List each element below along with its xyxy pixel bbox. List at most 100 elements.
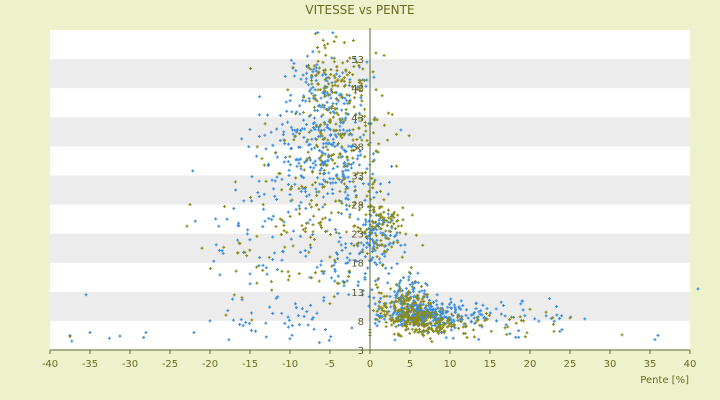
data-point bbox=[361, 67, 365, 71]
data-point bbox=[332, 74, 336, 78]
data-point bbox=[322, 86, 326, 90]
data-point bbox=[347, 293, 351, 297]
data-point bbox=[405, 307, 409, 311]
data-point bbox=[309, 198, 313, 202]
data-point bbox=[346, 162, 350, 166]
data-point bbox=[284, 100, 288, 104]
data-point bbox=[322, 185, 326, 189]
data-point bbox=[338, 152, 342, 156]
data-point bbox=[374, 149, 378, 153]
data-point bbox=[424, 329, 428, 333]
data-point bbox=[288, 163, 292, 167]
data-point bbox=[330, 106, 334, 110]
data-point bbox=[342, 79, 346, 83]
data-point bbox=[424, 304, 428, 308]
data-point bbox=[412, 286, 416, 290]
data-point bbox=[363, 277, 367, 281]
data-point bbox=[401, 218, 405, 222]
data-point bbox=[376, 285, 380, 289]
data-point bbox=[342, 102, 346, 106]
data-point bbox=[338, 128, 342, 132]
data-point bbox=[346, 175, 350, 179]
data-point bbox=[371, 220, 375, 224]
data-point bbox=[424, 309, 428, 313]
data-point bbox=[420, 308, 424, 312]
data-point bbox=[288, 155, 292, 159]
data-point bbox=[236, 238, 240, 242]
data-point bbox=[403, 243, 407, 247]
data-point bbox=[314, 79, 318, 83]
data-point bbox=[297, 145, 301, 149]
data-point bbox=[406, 309, 410, 313]
data-point bbox=[296, 314, 300, 318]
data-point bbox=[249, 67, 253, 71]
data-point bbox=[309, 303, 313, 307]
data-point bbox=[311, 316, 315, 320]
data-point bbox=[329, 68, 333, 72]
data-point bbox=[306, 150, 310, 154]
data-point bbox=[410, 285, 414, 289]
data-point bbox=[310, 91, 314, 95]
data-point bbox=[221, 251, 225, 255]
data-point bbox=[286, 315, 290, 319]
data-point bbox=[412, 301, 416, 305]
data-point bbox=[317, 50, 321, 54]
data-point bbox=[271, 187, 275, 191]
data-point bbox=[224, 313, 228, 317]
data-point bbox=[336, 274, 340, 278]
data-point bbox=[342, 174, 346, 178]
data-point bbox=[423, 306, 427, 310]
x-tick-label: 5 bbox=[407, 359, 413, 370]
data-point bbox=[309, 235, 313, 239]
data-point bbox=[280, 122, 284, 126]
data-point bbox=[334, 251, 338, 255]
data-point bbox=[375, 243, 379, 247]
data-point bbox=[317, 125, 321, 129]
data-point bbox=[322, 162, 326, 166]
data-point bbox=[411, 282, 415, 286]
data-point bbox=[330, 84, 334, 88]
data-point bbox=[551, 316, 555, 320]
data-point bbox=[264, 321, 268, 325]
data-point bbox=[214, 217, 218, 221]
data-point bbox=[422, 300, 426, 304]
data-point bbox=[263, 219, 267, 223]
data-point bbox=[350, 133, 354, 137]
data-point bbox=[237, 241, 241, 245]
data-point bbox=[273, 194, 277, 198]
data-point bbox=[246, 228, 250, 232]
data-point bbox=[400, 224, 404, 228]
data-point bbox=[239, 318, 243, 322]
data-point bbox=[334, 181, 338, 185]
data-point bbox=[250, 311, 254, 315]
data-point bbox=[280, 269, 284, 273]
data-point bbox=[267, 255, 271, 259]
data-point bbox=[351, 39, 355, 43]
data-point bbox=[324, 141, 328, 145]
data-point bbox=[316, 59, 320, 63]
data-point bbox=[387, 180, 391, 184]
data-point bbox=[339, 180, 343, 184]
data-point bbox=[371, 172, 375, 176]
data-point bbox=[325, 85, 329, 89]
data-point bbox=[353, 120, 357, 124]
data-point bbox=[365, 237, 369, 241]
data-point bbox=[352, 244, 356, 248]
data-point bbox=[339, 92, 343, 96]
data-point bbox=[321, 205, 325, 209]
data-point bbox=[395, 164, 399, 168]
data-point bbox=[337, 93, 341, 97]
data-point bbox=[349, 166, 353, 170]
data-point bbox=[360, 82, 364, 86]
data-point bbox=[378, 189, 382, 193]
data-point bbox=[275, 197, 279, 201]
data-point bbox=[337, 231, 341, 235]
data-point bbox=[340, 145, 344, 149]
data-point bbox=[385, 224, 389, 228]
data-point bbox=[438, 321, 442, 325]
data-point bbox=[384, 236, 388, 240]
data-point bbox=[385, 310, 389, 314]
data-point bbox=[294, 176, 298, 180]
data-point bbox=[488, 313, 492, 317]
data-point bbox=[293, 182, 297, 186]
